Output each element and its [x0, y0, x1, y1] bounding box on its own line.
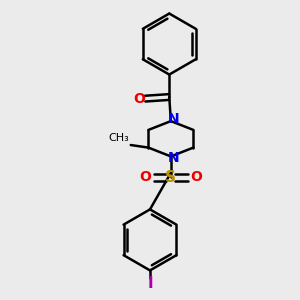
Text: I: I	[147, 276, 153, 291]
Text: S: S	[165, 170, 176, 185]
Text: O: O	[139, 170, 151, 184]
Text: N: N	[168, 151, 179, 165]
Text: O: O	[134, 92, 145, 106]
Text: O: O	[190, 170, 202, 184]
Text: N: N	[168, 112, 179, 127]
Text: CH₃: CH₃	[108, 134, 129, 143]
